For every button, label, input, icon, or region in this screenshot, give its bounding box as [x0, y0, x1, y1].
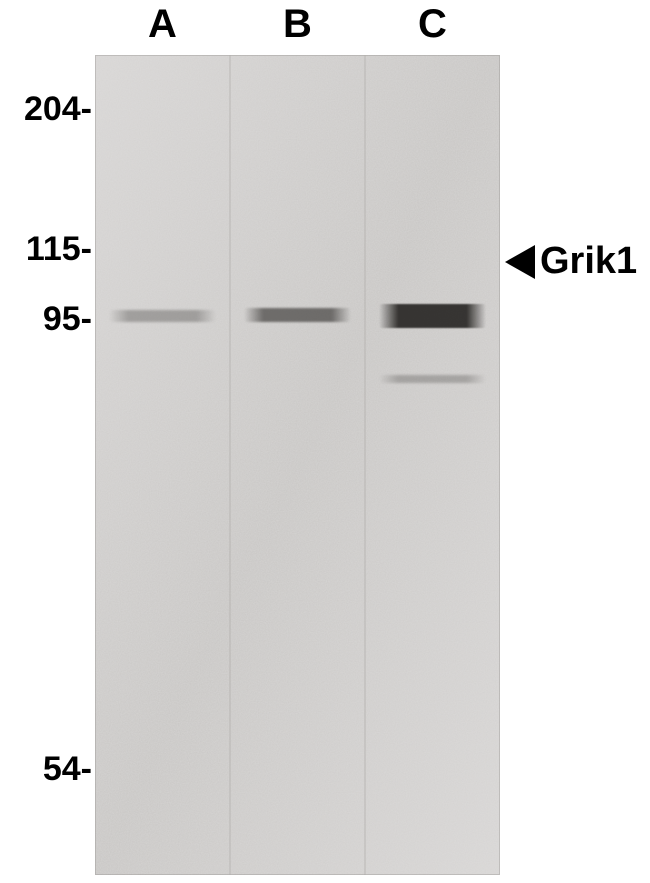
lane-label-c: C [365, 2, 500, 47]
mw-label: 95- [43, 300, 92, 339]
target-label: Grik1 [540, 240, 637, 283]
band-a-0 [109, 310, 216, 322]
band-b-1 [244, 308, 351, 322]
band-c-3 [379, 375, 486, 383]
western-blot [95, 55, 500, 875]
lane-label-a: A [95, 2, 230, 47]
lane-divider [229, 55, 231, 875]
blot-frame [95, 55, 500, 875]
mw-label: 54- [43, 750, 92, 789]
lane-divider [364, 55, 366, 875]
target-arrow-icon [505, 245, 535, 279]
mw-label: 115- [26, 230, 92, 269]
lane-label-b: B [230, 2, 365, 47]
band-c-2 [379, 304, 486, 328]
mw-label: 204- [24, 90, 92, 129]
